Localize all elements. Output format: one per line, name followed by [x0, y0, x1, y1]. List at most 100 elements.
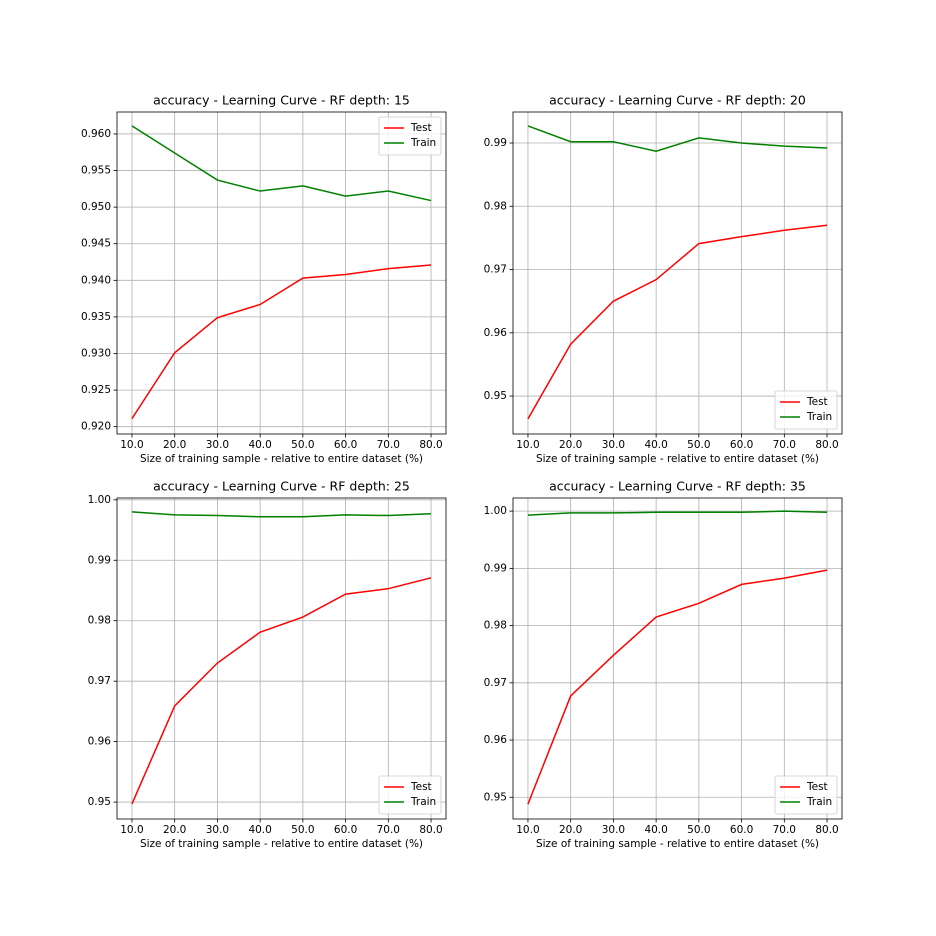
x-axis-label: Size of training sample - relative to en…	[140, 453, 423, 465]
y-tick-label: 0.940	[81, 274, 111, 286]
x-tick-label: 60.0	[334, 824, 357, 836]
y-tick-label: 0.960	[81, 128, 111, 140]
subplot: 10.0 20.0 30.0 40.0 50.0 60.0 70.0 80.0 0.95 0.96…	[484, 479, 843, 850]
x-tick-label: 70.0	[773, 439, 796, 451]
y-tick-label: 0.99	[88, 554, 111, 566]
legend-box	[774, 775, 838, 815]
y-tick-label: 0.95	[88, 796, 111, 808]
series-line	[527, 510, 828, 516]
plot-area	[513, 498, 842, 819]
x-tick-label: 40.0	[644, 439, 667, 451]
series-line	[527, 224, 828, 420]
y-tick-label: 0.950	[81, 201, 111, 213]
axes-frame	[116, 497, 447, 820]
x-tick-label: 50.0	[291, 824, 314, 836]
x-axis-label: Size of training sample - relative to en…	[536, 453, 819, 465]
legend-label: Train	[410, 137, 436, 149]
series-line	[131, 125, 432, 202]
y-tick-label: 0.98	[88, 615, 111, 627]
subplot: 10.0 20.0 30.0 40.0 50.0 60.0 70.0 80.0 0.95 0.96…	[484, 93, 843, 465]
x-tick-label: 30.0	[206, 439, 229, 451]
legend-box	[378, 775, 442, 815]
y-tick-label: 1.00	[484, 505, 507, 517]
y-tick-label: 0.97	[484, 264, 507, 276]
x-tick-label: 20.0	[559, 824, 582, 836]
y-tick-label: 0.96	[88, 736, 112, 748]
x-axis-label: Size of training sample - relative to en…	[140, 838, 423, 850]
x-tick-label: 10.0	[516, 439, 539, 451]
x-tick-label: 80.0	[815, 439, 838, 451]
legend: Test Train	[378, 775, 442, 815]
y-tick-label: 0.930	[81, 348, 111, 360]
x-tick-label: 30.0	[206, 824, 229, 836]
x-tick-label: 80.0	[419, 824, 442, 836]
y-tick-label: 0.97	[88, 675, 111, 687]
axes-frame	[512, 111, 843, 435]
chart-title: accuracy - Learning Curve - RF depth: 25	[153, 479, 410, 494]
y-tick-label: 0.99	[484, 562, 507, 574]
x-tick-label: 40.0	[248, 439, 271, 451]
x-tick-label: 20.0	[163, 824, 186, 836]
x-tick-label: 30.0	[602, 824, 625, 836]
x-axis-label: Size of training sample - relative to en…	[536, 838, 819, 850]
legend: Test Train	[774, 390, 838, 430]
y-tick-label: 0.96	[484, 327, 508, 339]
legend-label: Test	[806, 781, 828, 793]
series-line	[527, 125, 828, 152]
y-tick-label: 0.945	[81, 238, 111, 250]
legend-label: Test	[806, 396, 828, 408]
y-tick-label: 0.96	[484, 734, 508, 746]
x-tick-label: 80.0	[419, 439, 442, 451]
series-line	[131, 511, 432, 518]
y-tick-label: 0.955	[81, 165, 111, 177]
y-tick-label: 0.98	[484, 200, 507, 212]
legend-label: Train	[806, 796, 832, 808]
x-tick-label: 20.0	[163, 439, 186, 451]
y-tick-label: 0.98	[484, 620, 507, 632]
x-tick-label: 70.0	[773, 824, 796, 836]
chart-title: accuracy - Learning Curve - RF depth: 35	[549, 479, 806, 494]
x-tick-label: 50.0	[687, 824, 710, 836]
subplot: 10.0 20.0 30.0 40.0 50.0 60.0 70.0 80.0 0.95 0.96…	[88, 479, 447, 850]
y-tick-label: 0.99	[484, 137, 507, 149]
legend: Test Train	[378, 116, 442, 156]
x-tick-label: 60.0	[730, 439, 753, 451]
series-line	[527, 569, 828, 805]
series-line	[131, 577, 432, 805]
x-tick-label: 20.0	[559, 439, 582, 451]
x-tick-label: 40.0	[644, 824, 667, 836]
x-tick-label: 70.0	[377, 439, 400, 451]
y-tick-label: 0.97	[484, 677, 507, 689]
plot-area	[513, 112, 842, 434]
chart-title: accuracy - Learning Curve - RF depth: 20	[549, 93, 806, 108]
subplot: 10.0 20.0 30.0 40.0 50.0 60.0 70.0 80.0 0.920 0.9…	[81, 93, 447, 465]
x-tick-label: 30.0	[602, 439, 625, 451]
y-tick-label: 1.00	[88, 494, 111, 506]
chart-title: accuracy - Learning Curve - RF depth: 15	[153, 93, 410, 108]
y-tick-label: 0.95	[484, 791, 507, 803]
x-tick-label: 10.0	[120, 824, 143, 836]
x-tick-label: 50.0	[687, 439, 710, 451]
y-tick-label: 0.920	[81, 421, 111, 433]
plot-area	[117, 498, 446, 819]
x-tick-label: 80.0	[815, 824, 838, 836]
y-tick-label: 0.95	[484, 390, 507, 402]
legend: Test Train	[774, 775, 838, 815]
axes-frame	[116, 111, 447, 435]
x-tick-label: 70.0	[377, 824, 400, 836]
x-tick-label: 10.0	[120, 439, 143, 451]
x-tick-label: 60.0	[730, 824, 753, 836]
legend-label: Test	[410, 122, 432, 134]
plot-area	[117, 112, 446, 434]
x-tick-label: 60.0	[334, 439, 357, 451]
legend-box	[774, 390, 838, 430]
y-tick-label: 0.935	[81, 311, 111, 323]
x-tick-label: 10.0	[516, 824, 539, 836]
legend-label: Train	[410, 796, 436, 808]
x-tick-label: 50.0	[291, 439, 314, 451]
x-tick-label: 40.0	[248, 824, 271, 836]
legend-label: Test	[410, 781, 432, 793]
legend-label: Train	[806, 411, 832, 423]
